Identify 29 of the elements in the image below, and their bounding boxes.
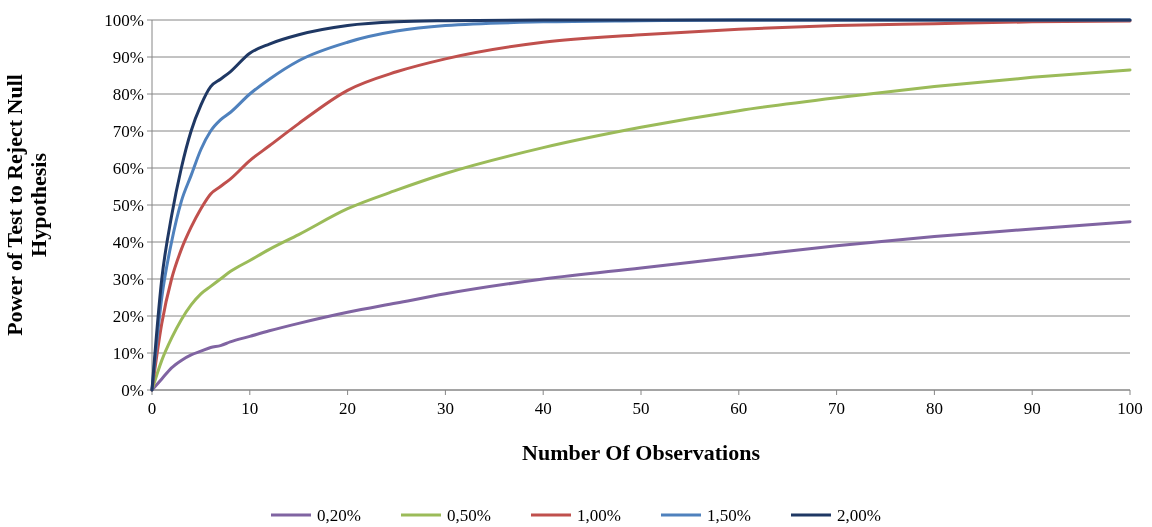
x-tick-label: 70 (828, 399, 846, 418)
legend-label: 1,50% (707, 505, 751, 525)
legend-label: 0,20% (317, 505, 361, 525)
y-tick-label: 40% (112, 232, 144, 252)
x-tick-label: 20 (339, 399, 357, 418)
x-tick-label: 90 (1023, 399, 1041, 418)
y-tick-label: 100% (104, 10, 144, 30)
y-axis-title: Power of Test to Reject Null Hypothesis (1, 74, 52, 336)
x-tick-label: 100 (1117, 399, 1143, 418)
x-tick-label: 0 (147, 399, 157, 418)
x-tick-label: 30 (436, 399, 454, 418)
x-tick-label: 50 (632, 399, 650, 418)
y-tick-label: 60% (112, 158, 144, 178)
y-tick-label: 70% (112, 121, 144, 141)
y-tick-label: 80% (112, 84, 144, 104)
y-tick-label: 0% (121, 380, 144, 400)
y-tick-label: 50% (112, 195, 144, 215)
x-axis-title: Number Of Observations (522, 440, 761, 465)
y-tick-label: 10% (112, 343, 144, 363)
x-tick-label: 10 (241, 399, 259, 418)
x-tick-label: 40 (534, 399, 552, 418)
x-tick-label: 60 (730, 399, 748, 418)
y-tick-label: 30% (112, 269, 144, 289)
legend-label: 2,00% (837, 505, 881, 525)
x-tick-label: 80 (925, 399, 943, 418)
legend-label: 0,50% (447, 505, 491, 525)
y-tick-label: 20% (112, 306, 144, 326)
legend-label: 1,00% (577, 505, 621, 525)
y-tick-label: 90% (112, 47, 144, 67)
